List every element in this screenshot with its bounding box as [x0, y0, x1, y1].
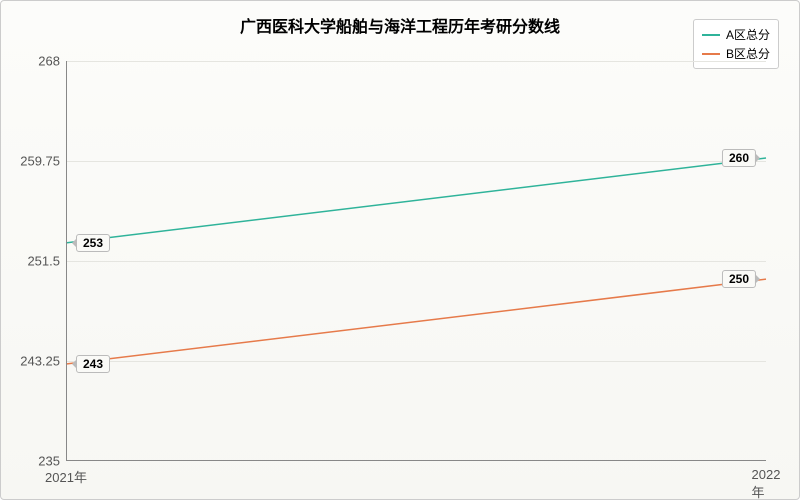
legend-swatch	[702, 34, 720, 36]
legend-item: A区总分	[702, 26, 770, 43]
y-axis-line	[66, 61, 67, 461]
chart-title: 广西医科大学船舶与海洋工程历年考研分数线	[1, 13, 799, 37]
gridline	[66, 161, 766, 162]
data-point-label: 243	[76, 355, 110, 373]
legend-swatch	[702, 53, 720, 55]
x-axis-line	[66, 460, 766, 461]
legend-item: B区总分	[702, 45, 770, 62]
series-line	[66, 279, 766, 364]
y-axis-label: 268	[38, 54, 66, 69]
gridline	[66, 261, 766, 262]
y-axis-label: 251.5	[27, 254, 66, 269]
y-axis-label: 243.25	[20, 354, 66, 369]
y-axis-label: 259.75	[20, 154, 66, 169]
data-point-label: 250	[722, 270, 756, 288]
x-axis-label: 2021年	[45, 461, 87, 486]
data-point-label: 260	[722, 149, 756, 167]
x-axis-label: 2022年	[752, 461, 781, 501]
gridline	[66, 61, 766, 62]
series-line	[66, 158, 766, 243]
legend-label: A区总分	[726, 26, 770, 43]
chart-container: 广西医科大学船舶与海洋工程历年考研分数线 A区总分 B区总分 235243.25…	[0, 0, 800, 500]
plot-area: 235243.25251.5259.752682021年2022年2532602…	[66, 61, 766, 461]
legend-label: B区总分	[726, 45, 770, 62]
gridline	[66, 361, 766, 362]
data-point-label: 253	[76, 234, 110, 252]
